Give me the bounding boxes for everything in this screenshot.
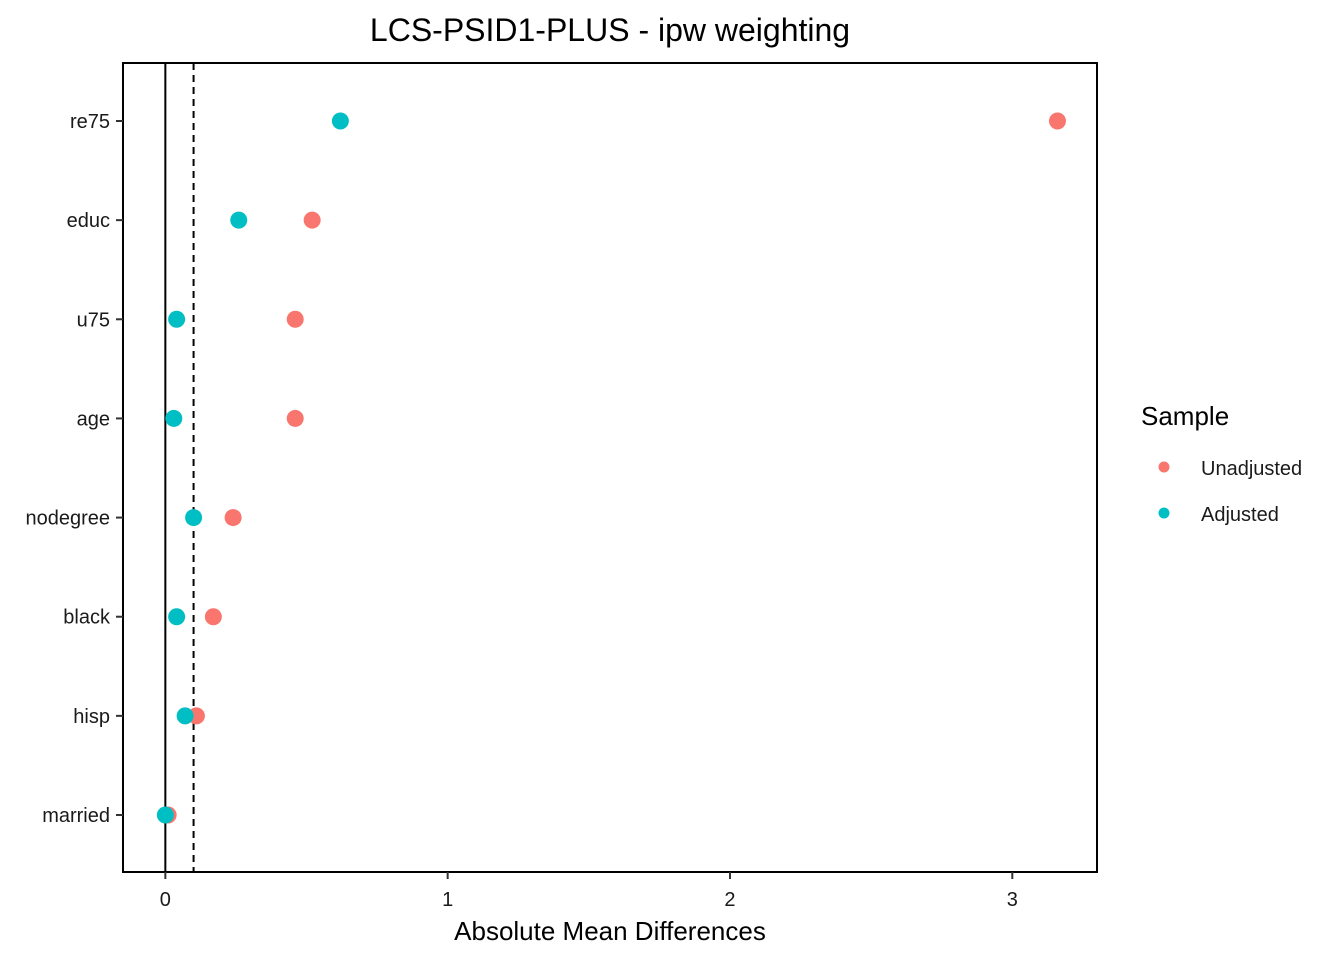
plot-area: 0 1 2 3 re75 educ u75 age nodegree black hisp marri…: [25, 62, 1098, 911]
legend: Sample Unadjusted Adjusted: [1141, 401, 1302, 526]
plot-panel-border: [122, 62, 1098, 873]
y-tick-label: married: [42, 805, 110, 827]
legend-key-adjusted: [1158, 507, 1170, 519]
point-unadjusted-educ: [303, 211, 321, 229]
y-tick-label: black: [63, 607, 111, 629]
point-adjusted-age: [165, 409, 183, 427]
point-unadjusted-re75: [1048, 112, 1066, 130]
point-adjusted-black: [168, 608, 186, 626]
y-tick-label: educ: [67, 210, 110, 232]
x-tick-label: 3: [1007, 889, 1018, 911]
point-adjusted-nodegree: [185, 509, 203, 527]
point-unadjusted-nodegree: [224, 509, 242, 527]
point-unadjusted-black: [204, 608, 222, 626]
y-tick-label: u75: [77, 309, 110, 331]
x-tick-label: 2: [724, 889, 735, 911]
point-unadjusted-age: [286, 409, 304, 427]
point-adjusted-married: [156, 806, 174, 824]
legend-title: Sample: [1141, 401, 1229, 431]
legend-label-adjusted: Adjusted: [1201, 504, 1279, 526]
y-tick-label: age: [77, 408, 110, 430]
x-tick-label: 1: [442, 889, 453, 911]
y-tick-label: re75: [70, 111, 110, 133]
legend-key-unadjusted: [1158, 461, 1170, 473]
x-axis-title: Absolute Mean Differences: [454, 916, 766, 946]
point-adjusted-hisp: [176, 707, 194, 725]
chart-title: LCS-PSID1-PLUS - ipw weighting: [370, 12, 850, 48]
y-tick-label: hisp: [73, 706, 110, 728]
point-adjusted-u75: [168, 310, 186, 328]
point-adjusted-educ: [230, 211, 248, 229]
x-tick-label: 0: [160, 889, 171, 911]
legend-label-unadjusted: Unadjusted: [1201, 458, 1302, 480]
point-adjusted-re75: [331, 112, 349, 130]
y-tick-label: nodegree: [25, 508, 110, 530]
point-unadjusted-u75: [286, 310, 304, 328]
